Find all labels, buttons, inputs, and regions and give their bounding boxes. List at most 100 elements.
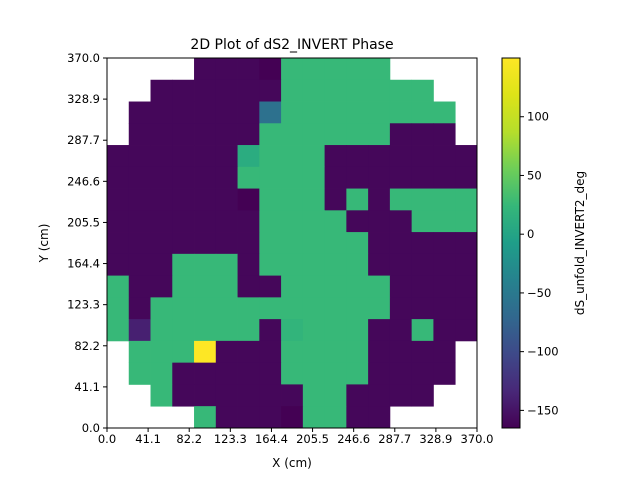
x-tick-label: 287.7	[378, 432, 411, 446]
heatmap-cell	[368, 79, 391, 102]
heatmap-cell	[433, 123, 456, 146]
heatmap-cell	[128, 362, 151, 385]
heatmap-cell	[302, 210, 325, 233]
heatmap-cell	[368, 145, 391, 168]
heatmap-cell	[389, 253, 413, 276]
y-tick-label: 246.6	[67, 174, 100, 188]
heatmap-cell	[150, 123, 173, 146]
heatmap-cell	[150, 232, 173, 255]
heatmap-cell	[433, 101, 456, 124]
x-tick-label: 82.2	[176, 432, 202, 446]
heatmap-cell	[411, 232, 434, 255]
y-tick-label: 328.9	[67, 92, 100, 106]
heatmap-cell	[107, 166, 130, 189]
heatmap-cell	[455, 166, 478, 189]
x-tick-label: 164.4	[255, 432, 288, 446]
heatmap-cell	[237, 145, 260, 168]
heatmap-cell	[281, 275, 304, 298]
heatmap-cell	[324, 166, 347, 189]
heatmap-cell	[237, 101, 260, 124]
y-tick-label: 370.0	[67, 51, 100, 65]
heatmap-cell	[172, 166, 195, 189]
heatmap-cell	[194, 362, 217, 385]
heatmap-cell	[411, 101, 434, 124]
heatmap-cell	[215, 166, 238, 189]
heatmap-cell	[411, 362, 434, 385]
heatmap-cell	[324, 101, 347, 124]
x-tick-label: 370.0	[461, 432, 494, 446]
heatmap-cell	[237, 340, 260, 364]
heatmap-cell	[259, 275, 282, 298]
heatmap-cell	[172, 123, 195, 146]
heatmap-cell	[107, 232, 130, 255]
heatmap-cell	[259, 340, 282, 364]
heatmap-cell	[411, 210, 434, 233]
heatmap-cell	[172, 275, 195, 298]
heatmap-cell	[194, 145, 217, 168]
heatmap-cell	[281, 384, 304, 407]
heatmap-cell	[302, 79, 325, 102]
heatmap-cells	[107, 58, 478, 429]
x-tick-label: 41.1	[135, 432, 161, 446]
heatmap-cell	[172, 340, 195, 364]
colorbar-tick-label: −50	[527, 286, 551, 300]
heatmap-cell	[389, 101, 413, 124]
heatmap-cell	[237, 297, 260, 320]
heatmap-cell	[194, 188, 217, 211]
heatmap-cell	[368, 406, 391, 429]
heatmap-cell	[324, 123, 347, 146]
heatmap-cell	[128, 340, 151, 364]
heatmap-cell	[259, 210, 282, 233]
heatmap-cell	[128, 145, 151, 168]
heatmap-cell	[346, 340, 369, 364]
heatmap-cell	[194, 275, 217, 298]
heatmap-cell	[411, 384, 434, 407]
heatmap-cell	[368, 101, 391, 124]
heatmap-cell	[194, 101, 217, 124]
heatmap-cell	[455, 210, 478, 233]
colorbar-tick-label: −150	[527, 403, 559, 417]
heatmap-cell	[433, 188, 456, 211]
heatmap-cell	[455, 319, 478, 342]
heatmap-cell	[150, 384, 173, 407]
heatmap-cell	[215, 58, 238, 81]
heatmap-cell	[150, 166, 173, 189]
heatmap-cell	[172, 188, 195, 211]
heatmap-cell	[302, 406, 325, 429]
heatmap-cell	[215, 188, 238, 211]
heatmap-cell	[259, 145, 282, 168]
heatmap-cell	[194, 297, 217, 320]
heatmap-cell	[150, 340, 173, 364]
heatmap-cell	[259, 319, 282, 342]
heatmap-cell	[346, 384, 369, 407]
heatmap-cell	[172, 145, 195, 168]
heatmap-cell	[368, 297, 391, 320]
heatmap-cell	[150, 210, 173, 233]
heatmap-cell	[324, 232, 347, 255]
heatmap-cell	[107, 145, 130, 168]
heatmap-cell	[411, 297, 434, 320]
heatmap-cell	[368, 253, 391, 276]
heatmap-cell	[368, 362, 391, 385]
heatmap-cell	[411, 145, 434, 168]
y-axis-label: Y (cm)	[37, 224, 51, 264]
heatmap-cell	[128, 188, 151, 211]
y-tick-label: 41.1	[74, 380, 100, 394]
heatmap-cell	[172, 362, 195, 385]
heatmap-cell	[346, 58, 369, 81]
heatmap-cell	[194, 253, 217, 276]
heatmap-cell	[237, 58, 260, 81]
heatmap-cell	[324, 406, 347, 429]
heatmap-cell	[346, 145, 369, 168]
y-tick-label: 0.0	[82, 421, 100, 435]
heatmap-cell	[194, 406, 217, 429]
heatmap-cell	[215, 101, 238, 124]
heatmap-cell	[411, 166, 434, 189]
x-tick-label: 246.6	[337, 432, 370, 446]
heatmap-cell	[346, 362, 369, 385]
heatmap-cell	[215, 210, 238, 233]
heatmap-cell	[281, 145, 304, 168]
heatmap-cell	[302, 58, 325, 81]
heatmap-cell	[194, 210, 217, 233]
plot-frame	[106, 57, 478, 429]
